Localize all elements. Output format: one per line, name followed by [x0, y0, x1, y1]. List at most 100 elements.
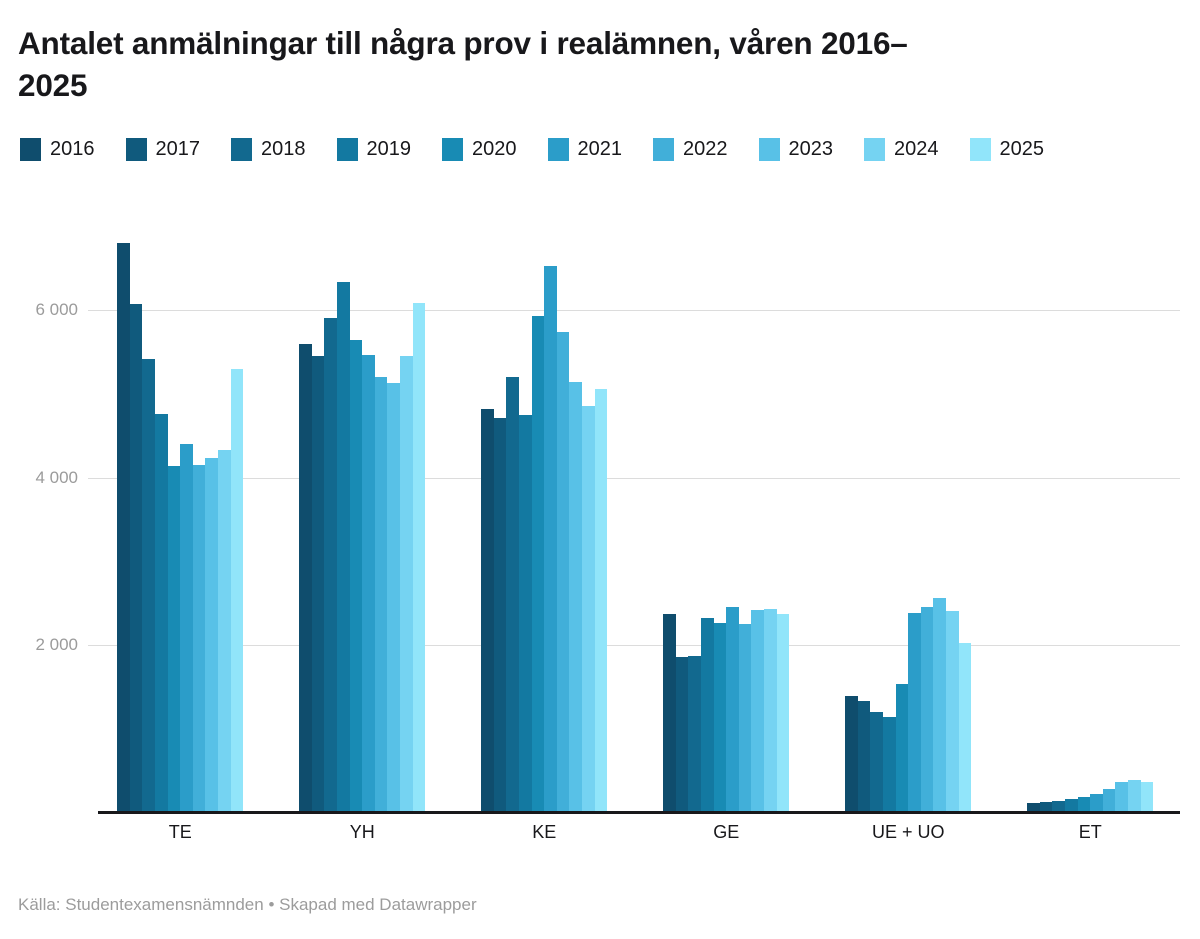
- bar-YH-2017[interactable]: [311, 356, 325, 812]
- legend-label-2019: 2019: [366, 138, 412, 160]
- bar-TE-2023[interactable]: [205, 457, 219, 812]
- bar-ET-2022[interactable]: [1102, 788, 1116, 812]
- bar-UE + UO-2023[interactable]: [933, 597, 947, 812]
- bar-YH-2016[interactable]: [299, 343, 312, 812]
- bar-YH-2020[interactable]: [349, 339, 363, 812]
- legend-swatch-2020: [442, 138, 463, 161]
- legend-item-2023: 2023: [758, 138, 834, 161]
- bar-YH-2021[interactable]: [362, 354, 375, 812]
- legend-label-2016: 2016: [50, 138, 95, 160]
- bar-ET-2018[interactable]: [1052, 801, 1066, 812]
- bar-TE-2017[interactable]: [129, 303, 143, 812]
- legend-label-2022: 2022: [683, 138, 728, 160]
- bar-ET-2024[interactable]: [1128, 780, 1141, 812]
- legend-item-2018: 2018: [231, 138, 306, 161]
- legend-item-2020: 2020: [442, 138, 517, 161]
- legend-label-2024: 2024: [894, 138, 939, 160]
- legend-swatch-2021: [547, 138, 569, 161]
- bar-GE-2025[interactable]: [776, 614, 790, 812]
- bar-KE-2022[interactable]: [556, 332, 570, 812]
- bar-TE-2019[interactable]: [155, 414, 168, 812]
- legend-item-2016: 2016: [20, 138, 95, 161]
- bar-YH-2019[interactable]: [337, 281, 350, 812]
- bar-group-UE + UO: [845, 0, 972, 812]
- x-axis-label-ET: ET: [1078, 822, 1102, 842]
- bar-group-TE: [117, 0, 244, 812]
- bar-KE-2025[interactable]: [594, 389, 608, 812]
- bar-UE + UO-2025[interactable]: [958, 642, 972, 812]
- legend-swatch-2018: [231, 138, 252, 161]
- bar-TE-2020[interactable]: [167, 466, 181, 812]
- bar-UE + UO-2019[interactable]: [883, 716, 896, 812]
- x-axis-label-TE: TE: [168, 822, 192, 842]
- bar-GE-2024[interactable]: [764, 609, 777, 812]
- bar-TE-2018[interactable]: [142, 358, 156, 812]
- bar-KE-2023[interactable]: [569, 381, 583, 812]
- bar-TE-2022[interactable]: [192, 465, 206, 812]
- bar-KE-2020[interactable]: [531, 316, 545, 812]
- legend-label-2021: 2021: [577, 138, 623, 160]
- bar-UE + UO-2018[interactable]: [870, 712, 884, 812]
- bar-GE-2019[interactable]: [701, 617, 714, 812]
- bar-KE-2018[interactable]: [506, 377, 520, 812]
- bar-UE + UO-2022[interactable]: [920, 606, 934, 812]
- bar-KE-2016[interactable]: [481, 409, 494, 812]
- legend-item-2019: 2019: [336, 138, 412, 161]
- bar-UE + UO-2016[interactable]: [845, 695, 858, 812]
- x-axis-line: [98, 811, 1180, 814]
- bar-group-YH: [299, 0, 426, 812]
- legend-swatch-2019: [336, 138, 358, 161]
- legend-label-2018: 2018: [261, 138, 306, 160]
- legend-label-2020: 2020: [472, 138, 517, 160]
- bar-ET-2017[interactable]: [1039, 801, 1053, 812]
- legend-label-2017: 2017: [155, 138, 201, 160]
- bar-UE + UO-2020[interactable]: [895, 683, 909, 812]
- bar-YH-2022[interactable]: [374, 376, 388, 812]
- legend-swatch-2017: [125, 138, 147, 161]
- bar-KE-2019[interactable]: [519, 415, 532, 812]
- bar-UE + UO-2017[interactable]: [857, 700, 871, 812]
- bar-YH-2018[interactable]: [324, 317, 338, 812]
- bar-ET-2025[interactable]: [1140, 781, 1154, 812]
- bar-YH-2024[interactable]: [400, 356, 413, 812]
- bar-ET-2016[interactable]: [1027, 802, 1040, 812]
- legend-label-2025: 2025: [999, 138, 1045, 160]
- bar-GE-2021[interactable]: [726, 606, 739, 812]
- chart-title: Antalet anmälningar till några prov i re…: [18, 22, 1188, 106]
- legend: 2016 2017 2018 2019 2020 2021 2022 2023 2024 2025: [20, 138, 1075, 161]
- x-axis-label-UE + UO: UE + UO: [872, 822, 945, 842]
- bar-ET-2021[interactable]: [1090, 793, 1103, 812]
- legend-swatch-2023: [758, 138, 780, 161]
- bar-GE-2016[interactable]: [663, 614, 676, 812]
- bar-TE-2024[interactable]: [218, 450, 231, 812]
- bar-KE-2021[interactable]: [544, 265, 557, 812]
- bar-GE-2023[interactable]: [751, 610, 765, 812]
- bar-YH-2025[interactable]: [412, 302, 426, 812]
- y-axis-label-6000: 6 000: [35, 300, 78, 319]
- bar-ET-2020[interactable]: [1077, 796, 1091, 812]
- legend-swatch-2016: [20, 138, 41, 161]
- bar-UE + UO-2024[interactable]: [946, 611, 959, 812]
- bar-GE-2020[interactable]: [713, 622, 727, 812]
- bar-KE-2024[interactable]: [582, 405, 595, 812]
- bar-group-GE: [663, 0, 790, 812]
- x-axis-label-GE: GE: [713, 822, 740, 842]
- legend-label-2023: 2023: [788, 138, 834, 160]
- legend-item-2021: 2021: [547, 138, 623, 161]
- chart-title-line1: Antalet anmälningar till några prov i re…: [18, 25, 908, 61]
- bar-KE-2017[interactable]: [493, 418, 507, 812]
- x-axis-label-KE: KE: [532, 822, 557, 842]
- bar-ET-2023[interactable]: [1115, 781, 1129, 812]
- bar-GE-2022[interactable]: [738, 624, 752, 812]
- gridline-6000: [88, 310, 1180, 311]
- bar-TE-2016[interactable]: [117, 242, 130, 812]
- bar-ET-2019[interactable]: [1065, 799, 1078, 812]
- bar-UE + UO-2021[interactable]: [908, 612, 921, 812]
- bar-YH-2023[interactable]: [387, 383, 401, 812]
- chart-title-line2: 2025: [18, 67, 88, 103]
- bar-TE-2025[interactable]: [230, 368, 244, 812]
- bar-GE-2017[interactable]: [675, 657, 689, 812]
- bar-GE-2018[interactable]: [688, 656, 702, 812]
- bar-TE-2021[interactable]: [180, 443, 193, 812]
